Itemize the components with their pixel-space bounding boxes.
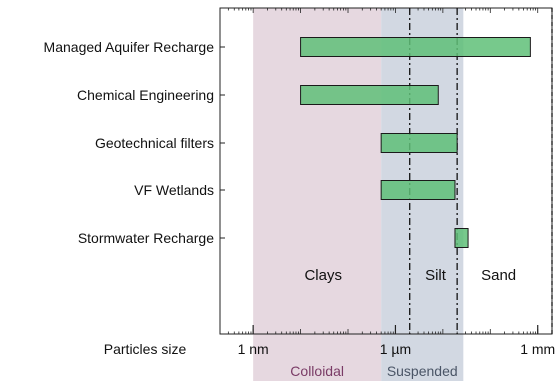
category-label: Geotechnical filters xyxy=(95,135,214,151)
region-label-colloidal: Colloidal xyxy=(290,363,344,379)
zone-label: Sand xyxy=(481,267,516,284)
range-bar xyxy=(300,37,531,57)
x-tick-label: 1 mm xyxy=(520,341,555,357)
x-tick-label: 1 µm xyxy=(380,341,411,357)
region-label-suspended: Suspended xyxy=(387,363,458,379)
category-label: Managed Aquifer Recharge xyxy=(44,39,215,55)
range-bar xyxy=(300,85,439,105)
x-tick-label: 1 nm xyxy=(238,341,269,357)
region-colloidal xyxy=(253,8,382,381)
category-label: VF Wetlands xyxy=(134,182,214,198)
category-label: Chemical Engineering xyxy=(77,87,214,103)
category-label: Stormwater Recharge xyxy=(78,230,214,246)
zone-label: Clays xyxy=(304,267,342,284)
zone-label: Silt xyxy=(425,267,447,284)
range-bar xyxy=(380,133,458,153)
range-bar xyxy=(454,228,469,248)
range-bar xyxy=(380,180,456,200)
x-axis-title: Particles size xyxy=(104,341,187,357)
